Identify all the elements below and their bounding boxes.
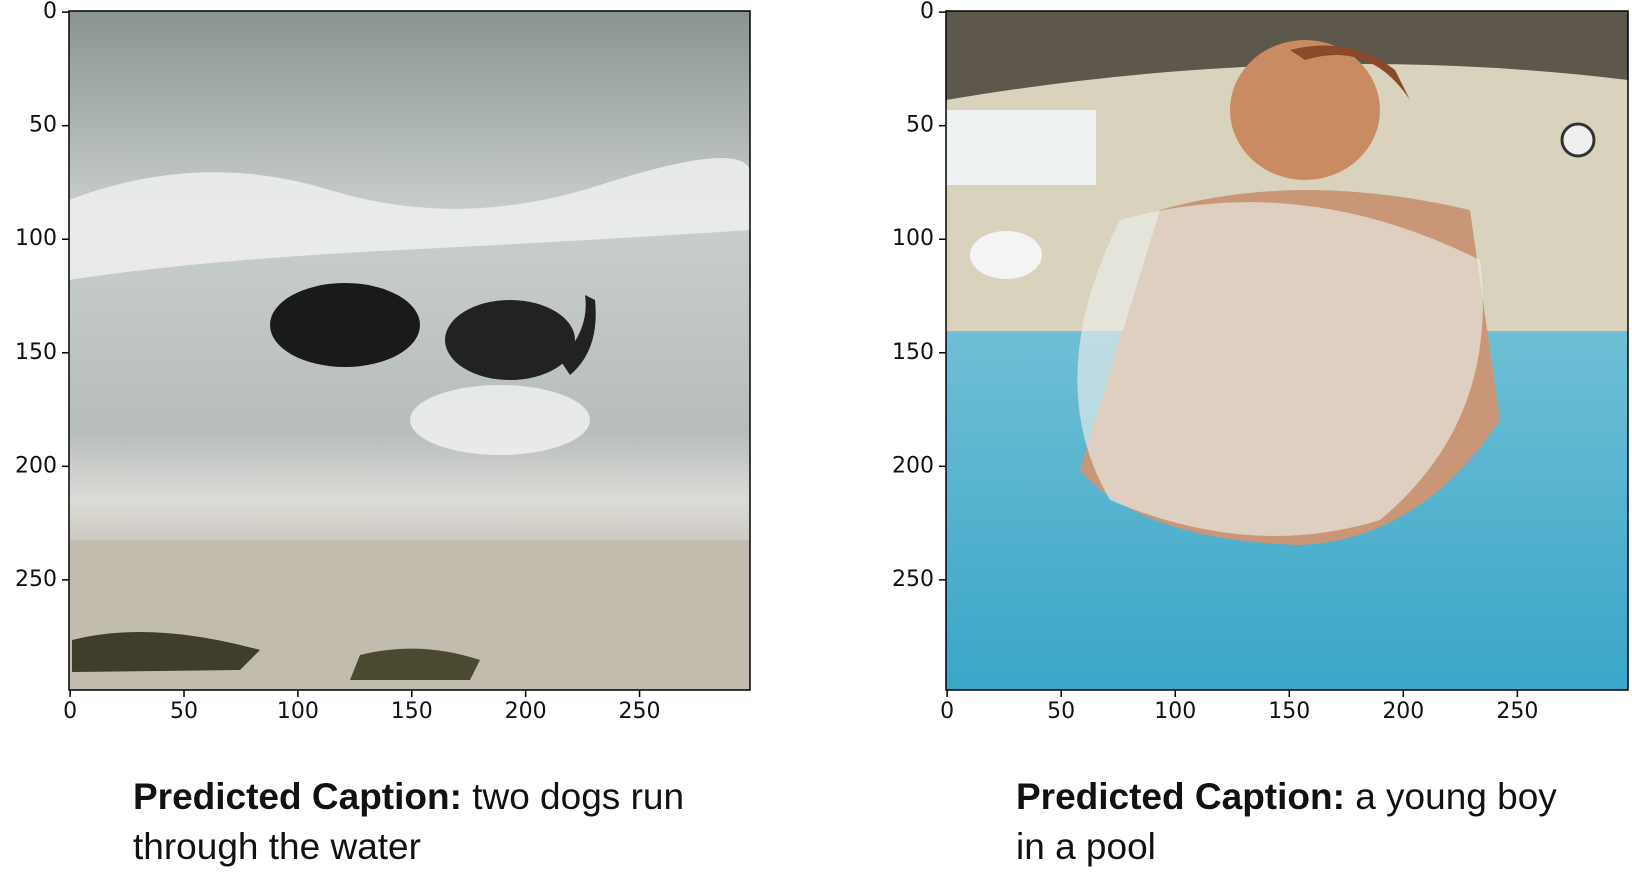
frames: [68, 10, 1629, 691]
y-tick-label: 50: [906, 113, 934, 138]
x-tick-label: 50: [1047, 699, 1075, 724]
caption-label: Predicted Caption:: [133, 776, 462, 817]
y-tick-label: 250: [892, 567, 934, 592]
caption-text: two dogs run through the water: [133, 776, 685, 867]
y-tick-label: 100: [892, 226, 934, 251]
image-2: [946, 11, 1628, 690]
caption-text: a young boy in a pool: [1016, 776, 1557, 867]
x-tick-label: 50: [170, 699, 198, 724]
y-tick-label: 50: [29, 113, 57, 138]
x-tick-label: 150: [1268, 699, 1310, 724]
caption-label: Predicted Caption:: [1016, 776, 1345, 817]
x-tick-label: 100: [277, 699, 319, 724]
x-tick-label: 0: [63, 699, 77, 724]
image-1: [69, 11, 750, 690]
y-tick-label: 150: [15, 340, 57, 365]
y-tick-label: 100: [15, 226, 57, 251]
caption-2: Predicted Caption: a young boy in a pool: [1016, 772, 1576, 872]
y-tick-label: 250: [15, 567, 57, 592]
x-tick-label: 150: [391, 699, 433, 724]
caption-1: Predicted Caption: two dogs run through …: [133, 772, 703, 872]
y-tick-label: 150: [892, 340, 934, 365]
x-tick-label: 250: [619, 699, 661, 724]
x-tick-label: 200: [1382, 699, 1424, 724]
x-tick-label: 250: [1496, 699, 1538, 724]
y-tick-label: 0: [920, 0, 934, 24]
y-tick-label: 0: [43, 0, 57, 24]
x-tick-label: 200: [505, 699, 547, 724]
x-tick-label: 100: [1154, 699, 1196, 724]
y-tick-label: 200: [15, 453, 57, 478]
x-tick-label: 0: [940, 699, 954, 724]
y-tick-label: 200: [892, 453, 934, 478]
